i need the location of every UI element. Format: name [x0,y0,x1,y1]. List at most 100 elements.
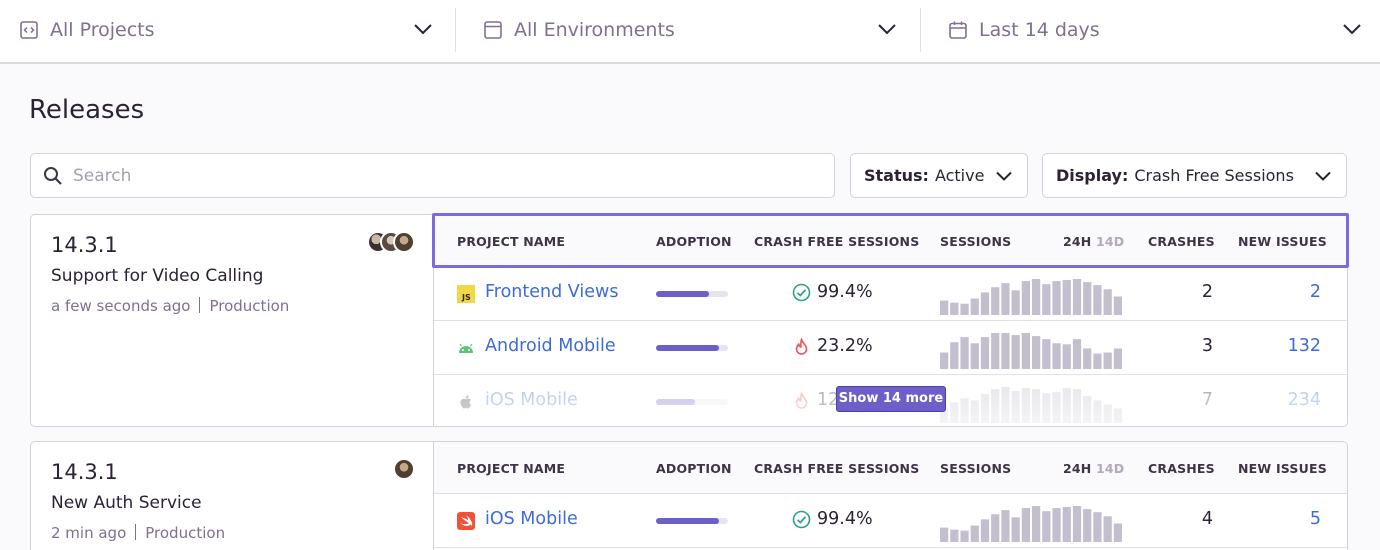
session-bar [970,343,979,369]
session-bar [1001,387,1010,423]
session-bar [950,529,959,542]
session-bar [940,300,949,315]
adoption-bar [656,291,728,297]
author-avatars[interactable] [367,231,415,253]
display-dropdown[interactable]: Display: Crash Free Sessions [1042,153,1347,198]
session-bar [991,287,1000,315]
session-bar [1113,348,1122,369]
status-dropdown[interactable]: Status: Active [850,153,1028,198]
column-header-project-name: PROJECT NAME [457,234,566,249]
session-bar [970,525,979,542]
session-bar [1103,516,1112,542]
adoption-bar-fill [656,345,720,351]
session-bar [1021,281,1030,315]
new-issues-link[interactable]: 234 [1287,390,1321,410]
status-dropdown-value: Active [934,166,985,185]
meta-separator [199,297,201,313]
session-bar [1021,333,1030,369]
project-table-header: PROJECT NAME ADOPTION CRASH FREE SESSION… [434,215,1347,267]
session-bar [950,342,959,369]
session-bar [1103,289,1112,315]
session-bar [1093,285,1102,315]
sessions-sparkline [940,506,1122,542]
sessions-sparkline [940,333,1122,369]
session-bar [1072,389,1082,423]
crash-free-value: 99.4% [817,509,873,529]
sessions-sparkline [940,279,1122,315]
column-header-new-issues: NEW ISSUES [1238,461,1327,476]
new-issues-link[interactable]: 2 [1309,282,1321,302]
session-bar [1032,279,1041,315]
author-avatars[interactable] [393,458,415,480]
session-bar [1062,507,1071,542]
chevron-down-icon [996,171,1012,181]
release-card[interactable]: 14.3.1 Support for Video Calling a few s… [30,214,1348,427]
date-filter[interactable]: Last 14 days [920,0,1380,62]
session-bar [1052,508,1061,542]
project-row: Android Mobile 23.2% 3 132 [434,321,1347,375]
adoption-bar [656,518,728,524]
project-filter-label: All Projects [50,19,155,41]
release-version[interactable]: 14.3.1 [51,233,118,257]
project-link[interactable]: Android Mobile [485,336,616,356]
crashes-count: 4 [1201,509,1213,529]
release-environment: Production [209,297,290,315]
session-bar [960,303,969,315]
display-dropdown-key: Display: [1056,166,1129,185]
fire-icon [795,392,808,409]
session-bar [1001,510,1010,542]
environment-filter-label: All Environments [514,19,675,41]
period-toggle-14d[interactable]: 14D [1096,234,1125,249]
search-box[interactable] [30,153,835,198]
session-bar [980,519,990,542]
session-bar [1083,509,1092,542]
release-version[interactable]: 14.3.1 [51,460,118,484]
session-bar [1011,335,1020,369]
show-more-button[interactable]: Show 14 more [836,386,946,412]
code-brackets-icon [20,21,38,39]
session-bar [1062,388,1071,423]
svg-text:JS: JS [461,293,471,302]
column-header-sessions: SESSIONS [940,234,1012,249]
window-icon [484,21,502,39]
page-title: Releases [29,95,145,125]
crash-free-value: 99.4% [817,282,873,302]
crash-free-value: 23.2% [817,336,873,356]
session-bar [1103,404,1112,423]
new-issues-link[interactable]: 132 [1287,336,1321,356]
session-bar [1042,339,1051,369]
project-link[interactable]: Frontend Views [485,282,619,302]
search-icon [44,167,62,185]
android-icon [459,343,473,353]
adoption-bar-fill [656,291,710,297]
search-input[interactable] [73,162,813,190]
session-bar [1072,506,1082,542]
period-toggle-14d[interactable]: 14D [1096,461,1125,476]
chevron-down-icon [1343,24,1361,35]
project-filter[interactable]: All Projects [0,0,455,62]
project-link[interactable]: iOS Mobile [485,390,578,410]
period-toggle-24h[interactable]: 24H [1063,461,1092,476]
release-card[interactable]: 14.3.1 New Auth Service 2 min ago Product… [30,441,1348,550]
session-bar [1042,511,1051,542]
adoption-bar [656,345,728,351]
project-table-header: PROJECT NAME ADOPTION CRASH FREE SESSION… [434,442,1347,494]
period-toggle-24h[interactable]: 24H [1063,234,1092,249]
avatar[interactable] [393,231,415,253]
session-bar [991,389,1000,423]
release-meta: a few seconds ago Production [51,297,289,315]
project-link[interactable]: iOS Mobile [485,509,578,529]
release-time: a few seconds ago [51,297,191,315]
session-bar [1093,512,1102,542]
column-header-crash-free: CRASH FREE SESSIONS [754,234,920,249]
avatar[interactable] [393,458,415,480]
session-bar [980,394,990,423]
session-bar [1032,336,1041,369]
crashes-count: 2 [1201,282,1213,302]
new-issues-link[interactable]: 5 [1309,509,1321,529]
session-bar [950,302,959,315]
column-header-sessions: SESSIONS [940,461,1012,476]
session-bar [960,530,969,542]
environment-filter[interactable]: All Environments [455,0,920,62]
adoption-bar-fill [656,399,695,405]
